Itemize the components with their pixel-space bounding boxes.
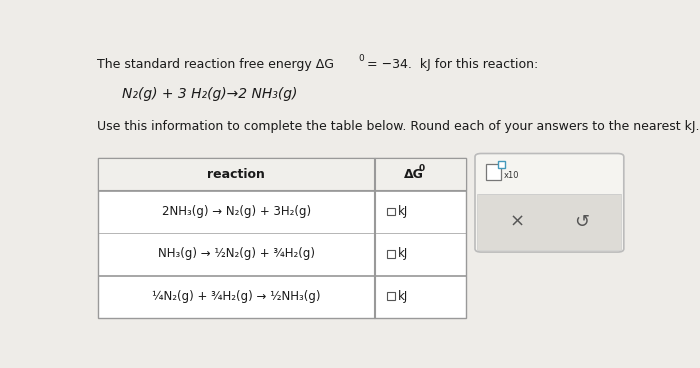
Bar bbox=[387, 293, 395, 300]
Text: ↺: ↺ bbox=[575, 213, 589, 231]
Text: 2NH₃(g) → N₂(g) + 3H₂(g): 2NH₃(g) → N₂(g) + 3H₂(g) bbox=[162, 205, 311, 218]
FancyBboxPatch shape bbox=[475, 153, 624, 252]
Text: ¼N₂(g) + ¾H₂(g) → ½NH₃(g): ¼N₂(g) + ¾H₂(g) → ½NH₃(g) bbox=[152, 290, 321, 303]
Text: reaction: reaction bbox=[207, 168, 265, 181]
Text: ΔG: ΔG bbox=[404, 168, 424, 181]
Text: kJ: kJ bbox=[398, 290, 407, 303]
Bar bbox=[387, 250, 395, 258]
Bar bbox=[498, 161, 505, 168]
Text: x10: x10 bbox=[504, 170, 519, 180]
Bar bbox=[98, 275, 466, 276]
Text: 0: 0 bbox=[358, 54, 364, 63]
Text: 0: 0 bbox=[419, 164, 425, 173]
Bar bbox=[387, 208, 395, 216]
Text: The standard reaction free energy ΔG: The standard reaction free energy ΔG bbox=[97, 58, 334, 71]
Text: kJ: kJ bbox=[398, 205, 407, 218]
Bar bbox=[98, 158, 466, 318]
Text: Use this information to complete the table below. Round each of your answers to : Use this information to complete the tab… bbox=[97, 120, 699, 132]
Text: ×: × bbox=[509, 213, 524, 231]
Text: N₂(g) + 3 H₂(g)→2 NH₃(g): N₂(g) + 3 H₂(g)→2 NH₃(g) bbox=[122, 86, 298, 100]
Bar bbox=[98, 158, 466, 191]
Text: = −34.  kJ for this reaction:: = −34. kJ for this reaction: bbox=[363, 58, 538, 71]
Bar bbox=[477, 194, 622, 250]
Bar bbox=[486, 164, 501, 180]
Text: NH₃(g) → ½N₂(g) + ¾H₂(g): NH₃(g) → ½N₂(g) + ¾H₂(g) bbox=[158, 248, 315, 261]
Text: kJ: kJ bbox=[398, 248, 407, 261]
